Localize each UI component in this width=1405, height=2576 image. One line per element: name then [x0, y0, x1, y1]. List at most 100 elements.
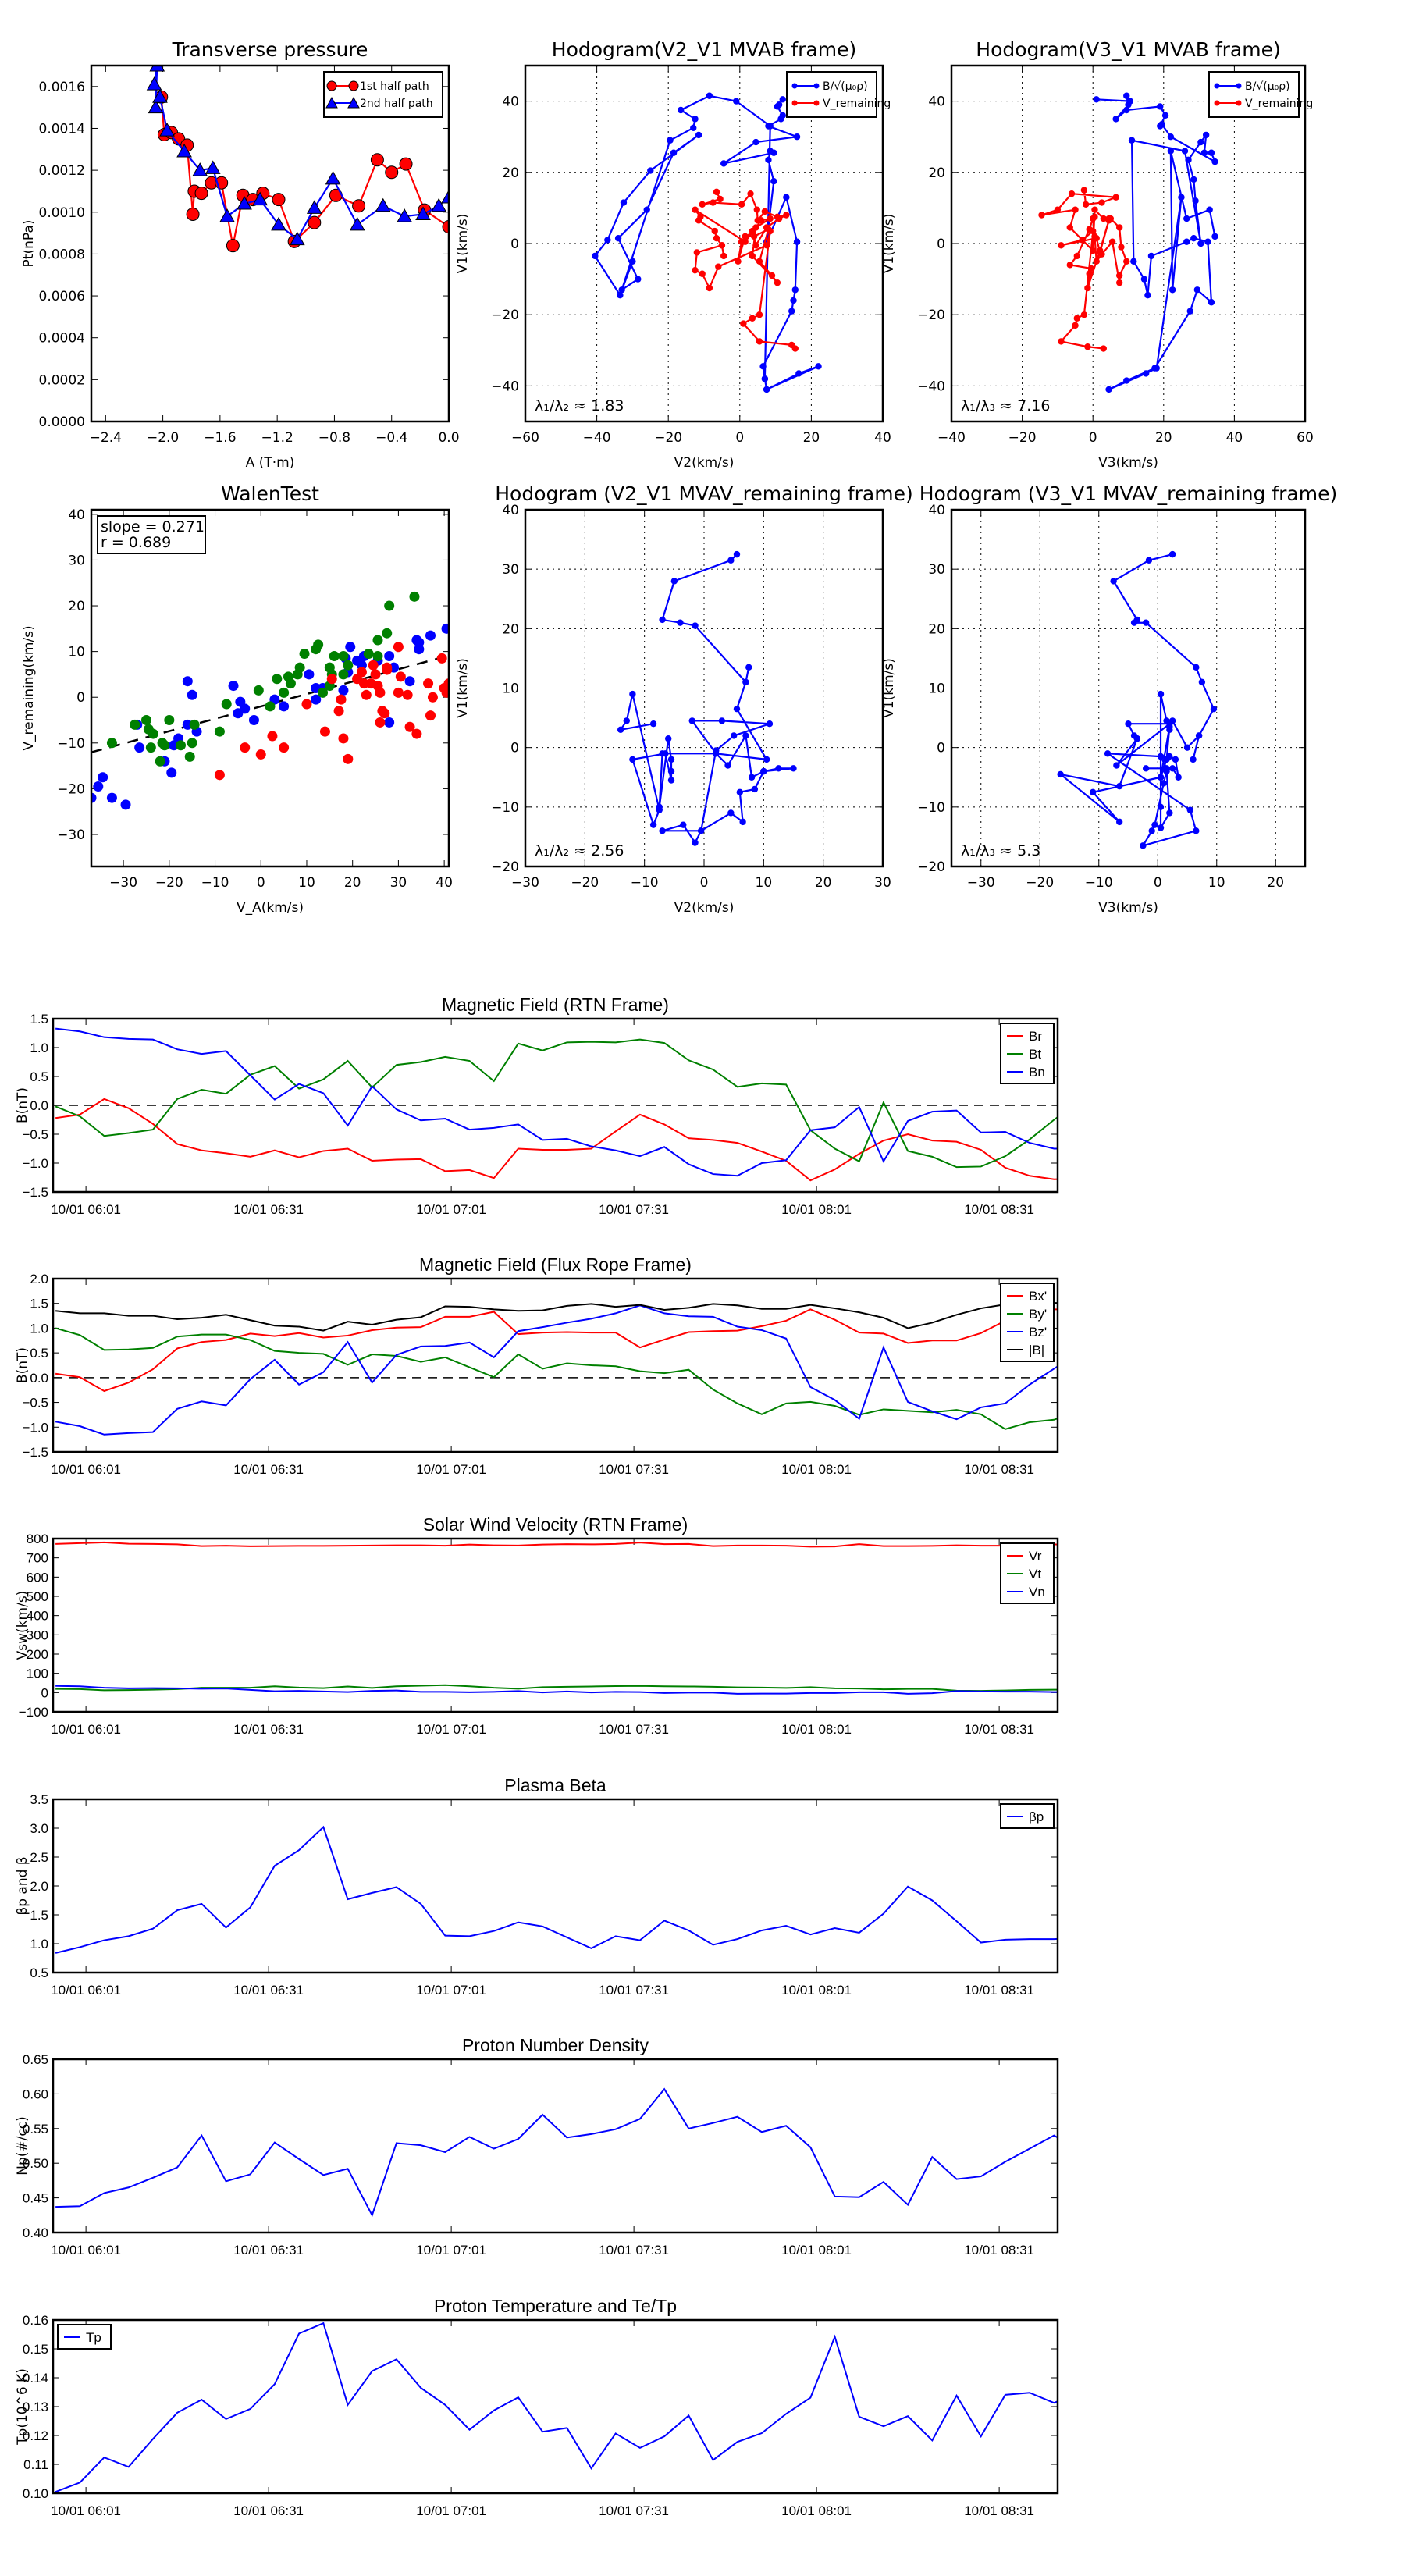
data-point — [384, 650, 395, 661]
data-point — [720, 252, 727, 260]
y-tick-label: 300 — [27, 1628, 48, 1642]
data-point — [791, 286, 799, 294]
data-point — [629, 258, 636, 265]
data-point — [441, 189, 449, 204]
x-tick-label: 10/01 07:31 — [599, 1462, 669, 1477]
y-tick-label: 20 — [928, 621, 945, 637]
data-point — [742, 233, 749, 240]
y-tick-label: 30 — [928, 562, 945, 578]
data-point — [1128, 137, 1136, 144]
legend-frame — [786, 71, 877, 118]
y-tick-label: 40 — [502, 94, 519, 110]
data-point — [361, 689, 372, 700]
data-point — [735, 258, 742, 265]
x-tick-label: 20 — [344, 875, 361, 891]
y-tick-label: −40 — [491, 379, 519, 394]
x-tick-label: −30 — [967, 875, 995, 891]
x-tick-label: 0.0 — [438, 430, 459, 446]
data-point — [761, 208, 769, 215]
data-point — [1093, 96, 1100, 103]
data-point — [1125, 101, 1132, 109]
x-tick-label: 10/01 06:31 — [233, 1462, 304, 1477]
data-point — [665, 735, 672, 742]
data-point — [1058, 338, 1065, 345]
legend-label: 2nd half path — [360, 98, 433, 110]
series-line-b — [55, 1302, 1058, 1332]
plot-area — [55, 1825, 1058, 1954]
data-point — [1105, 217, 1112, 224]
x-tick-label: 20 — [1267, 875, 1284, 891]
data-point — [219, 208, 235, 222]
y-tick-label: 0 — [510, 741, 519, 756]
data-point — [1168, 286, 1176, 294]
data-point — [393, 642, 404, 653]
data-point — [713, 750, 720, 757]
y-tick-label: 0.65 — [23, 2052, 48, 2067]
data-point — [343, 660, 354, 671]
legend-label: Vr — [1029, 1549, 1042, 1564]
y-tick-label: 0.0006 — [39, 289, 85, 304]
data-point — [1147, 252, 1155, 260]
chart-title: Proton Temperature and Te/Tp — [434, 2296, 677, 2316]
data-point — [155, 756, 165, 767]
data-point — [349, 216, 365, 231]
data-point — [629, 756, 636, 763]
data-point — [1093, 234, 1100, 242]
legend-marker — [1236, 100, 1242, 106]
data-point — [329, 650, 340, 661]
plot-frame — [90, 508, 450, 868]
plot-frame — [950, 508, 1307, 868]
x-tick-label: 10/01 08:01 — [781, 1722, 852, 1737]
y-tick-label: 0 — [937, 237, 945, 252]
data-point — [1086, 270, 1093, 277]
y-axis-label: Vsw(km/s) — [15, 1591, 30, 1660]
data-point — [187, 689, 197, 700]
legend-frame — [1208, 71, 1300, 118]
x-tick-label: 10 — [298, 875, 315, 891]
data-point — [1123, 92, 1130, 99]
data-point — [1186, 806, 1193, 813]
series-line-bn — [55, 1027, 1058, 1177]
data-point — [695, 217, 702, 224]
x-tick-label: 0 — [257, 875, 265, 891]
y-tick-label: 0.0 — [30, 1371, 48, 1386]
x-tick-label: 10 — [1208, 875, 1225, 891]
data-point — [1157, 824, 1165, 831]
data-point — [1113, 762, 1120, 769]
y-axis-label: Pt(nPa) — [21, 220, 37, 268]
data-point — [1211, 233, 1218, 240]
y-tick-label: 0 — [510, 237, 519, 252]
data-point — [411, 728, 422, 739]
x-tick-label: −0.4 — [375, 430, 407, 446]
data-point — [1100, 215, 1107, 222]
x-tick-label: 10/01 07:31 — [599, 2243, 669, 2258]
y-tick-label: −40 — [917, 379, 945, 394]
data-point — [727, 557, 735, 564]
data-point — [1097, 249, 1104, 256]
legend-marker — [347, 96, 360, 109]
legend: Vr Vt Vn — [1000, 1542, 1055, 1604]
legend-marker — [1214, 83, 1220, 89]
stats-text: slope = 0.271 — [101, 518, 205, 535]
data-point — [745, 664, 752, 671]
legend: Tp — [57, 2324, 112, 2350]
data-point — [775, 765, 782, 772]
x-tick-label: 10/01 06:31 — [233, 1202, 304, 1217]
y-tick-label: 0.15 — [23, 2342, 48, 2357]
x-tick-label: −20 — [654, 430, 682, 446]
chart-hodogram-v2v1-mvav: Hodogram (V2_V1 MVAV_remaining frame) −30… — [455, 482, 913, 916]
data-point — [756, 338, 763, 345]
data-point — [767, 123, 774, 130]
x-tick-label: 10/01 07:01 — [416, 1462, 486, 1477]
data-point — [427, 692, 438, 703]
data-point — [385, 165, 399, 180]
data-point — [1080, 311, 1088, 318]
data-point — [795, 370, 802, 377]
data-point — [1142, 619, 1150, 626]
data-point — [1178, 194, 1185, 201]
legend-marker — [791, 100, 798, 106]
data-point — [649, 821, 657, 828]
x-tick-label: −1.6 — [204, 430, 236, 446]
y-axis-label: B(nT) — [15, 1087, 30, 1123]
legend-label: B/√(μ₀ρ) — [1245, 80, 1290, 93]
